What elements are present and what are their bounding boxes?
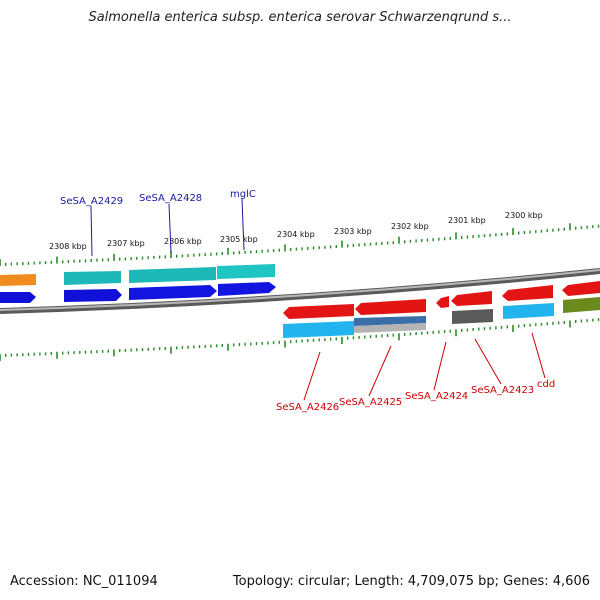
gene-sesa-a2426[interactable]: [283, 304, 354, 319]
gene-sesa-a2423[interactable]: [451, 291, 492, 306]
gene-label-sesa-a2423: SeSA_A2423: [471, 385, 534, 396]
genome-stats-text: Topology: circular; Length: 4,709,075 bp…: [232, 574, 590, 589]
gene-label-sesa-a2425: SeSA_A2425: [339, 397, 402, 408]
scale-label-2308: 2308 kbp: [49, 242, 87, 251]
gene-sesa-a2425[interactable]: [355, 299, 426, 315]
scale-label-2306: 2306 kbp: [164, 237, 202, 246]
gene-label-mglc: mglC: [230, 189, 256, 200]
scale-label-2304: 2304 kbp: [277, 230, 315, 239]
map-title: Salmonella enterica subsp. enterica sero…: [88, 10, 512, 25]
gene-blue-0[interactable]: [0, 292, 36, 303]
gene-olive[interactable]: [563, 297, 600, 313]
gene-sesa-a2428-a[interactable]: [129, 267, 216, 283]
gene-label-sesa-a2428: SeSA_A2428: [139, 193, 202, 204]
gene-sesa-a2429[interactable]: [64, 289, 122, 302]
gene-orange[interactable]: [0, 274, 36, 286]
gene-cdd[interactable]: [502, 285, 553, 301]
gene-mglc[interactable]: [218, 282, 276, 296]
gene-red-edge[interactable]: [562, 281, 600, 296]
scale-label-2300: 2300 kbp: [505, 211, 543, 220]
gene-label-sesa-a2424: SeSA_A2424: [405, 391, 468, 402]
gene-label-sesa-a2429: SeSA_A2429: [60, 196, 123, 207]
scale-label-2307: 2307 kbp: [107, 239, 145, 248]
gene-label-sesa-a2426: SeSA_A2426: [276, 402, 339, 413]
gene-sesa-a2425-b[interactable]: [354, 316, 426, 326]
gene-cdd-b[interactable]: [503, 303, 554, 319]
gene-sesa-a2429-a[interactable]: [64, 271, 121, 285]
gene-label-cdd: cdd: [537, 379, 555, 390]
scale-label-2305: 2305 kbp: [220, 235, 258, 244]
gene-sesa-a2424[interactable]: [436, 296, 449, 308]
lower-scale-ticks: [0, 318, 600, 361]
gene-sesa-a2426-b[interactable]: [283, 321, 354, 338]
gene-sesa-a2428[interactable]: [129, 285, 217, 300]
scale-label-2302: 2302 kbp: [391, 222, 429, 231]
gene-sesa-a2423-b[interactable]: [452, 309, 493, 324]
gene-mglc-a[interactable]: [217, 264, 275, 279]
scale-label-2301: 2301 kbp: [448, 216, 486, 225]
scale-label-2303: 2303 kbp: [334, 227, 372, 236]
accession-text: Accession: NC_011094: [10, 574, 158, 589]
upper-scale-ticks: [0, 223, 600, 266]
